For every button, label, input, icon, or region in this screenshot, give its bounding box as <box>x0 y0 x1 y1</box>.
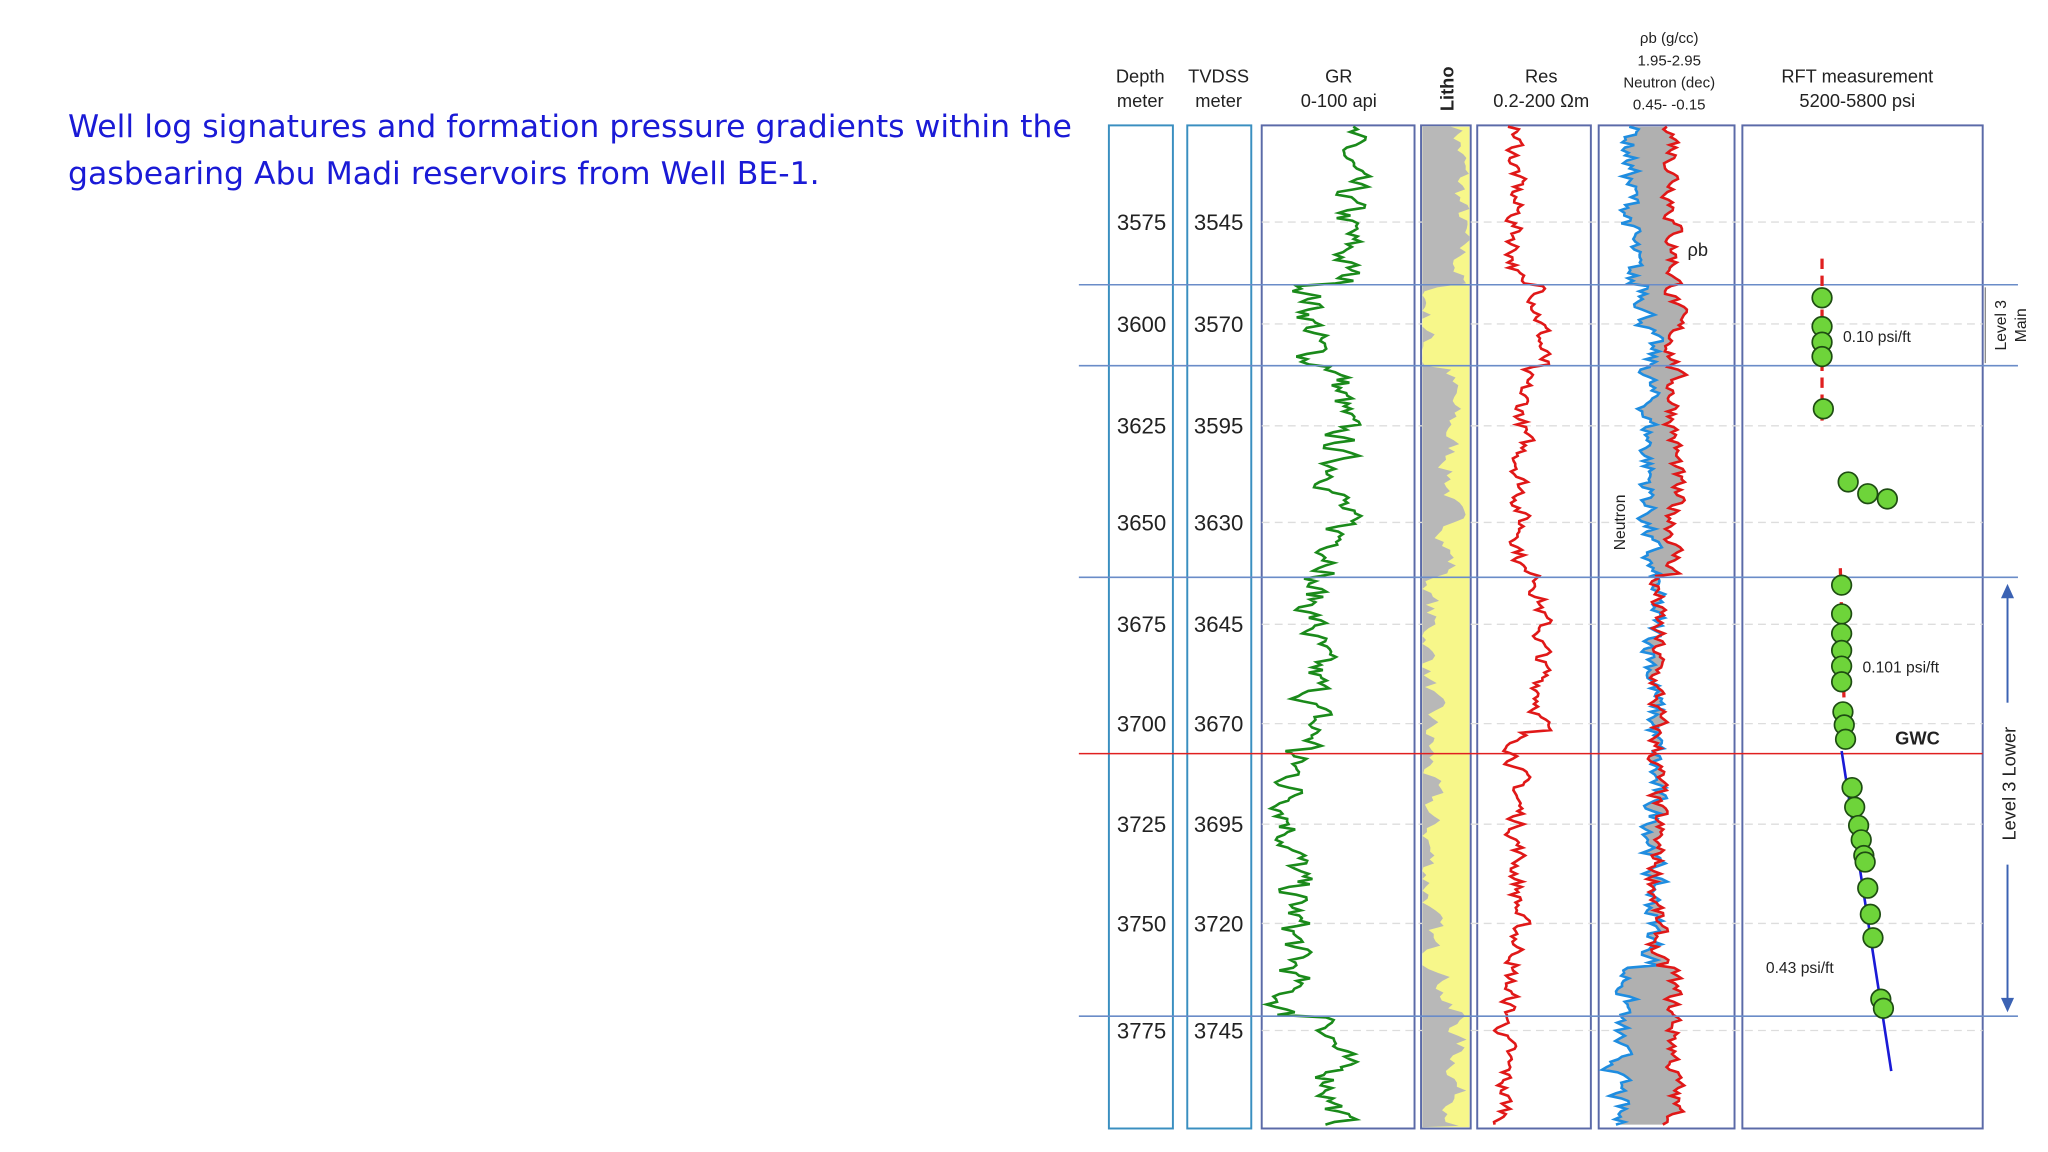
column-header: ρb (g/cc) <box>1640 30 1699 47</box>
column-header: 0-100 api <box>1301 90 1377 111</box>
tvdss-label: 3630 <box>1194 510 1243 535</box>
tvdss-label: 3720 <box>1194 911 1243 936</box>
arrow-head <box>2000 997 2015 1013</box>
column-header: TVDSS <box>1188 65 1249 86</box>
level-label: Level 3 Lower <box>1998 727 2019 841</box>
rft-point <box>1834 728 1857 750</box>
level-label: Main <box>2013 308 2030 342</box>
rft-point <box>1854 851 1876 873</box>
depth-label: 3575 <box>1117 210 1166 235</box>
density-curve <box>1643 125 1690 1126</box>
tvdss-label: 3745 <box>1194 1018 1243 1043</box>
depth-label: 3700 <box>1117 711 1166 736</box>
neutron-curve <box>1598 125 1672 1126</box>
tvdss-label: 3645 <box>1194 612 1243 637</box>
depth-label: 3600 <box>1117 312 1166 337</box>
column-header: Res <box>1525 65 1557 86</box>
gr-track <box>1260 124 1416 1130</box>
rft-point <box>1844 796 1866 818</box>
depth-label: 3625 <box>1117 414 1166 439</box>
rft-point <box>1837 471 1859 493</box>
tvdss-label: 3670 <box>1194 711 1243 736</box>
depth-track <box>1107 124 1174 1130</box>
rft-point <box>1811 287 1833 309</box>
tvdss-label: 3570 <box>1194 312 1243 337</box>
rft-point <box>1872 997 1895 1019</box>
gradient-label: 0.43 psi/ft <box>1766 960 1835 977</box>
column-header: 0.2-200 Ωm <box>1493 90 1589 111</box>
depth-label: 3675 <box>1117 612 1166 637</box>
level-label: Level 3 <box>1993 300 2010 351</box>
tvdss-label: 3545 <box>1194 210 1243 235</box>
rft-point <box>1811 345 1833 368</box>
res-track <box>1476 124 1592 1130</box>
rft-point <box>1876 488 1898 510</box>
rft-point <box>1862 927 1884 949</box>
rft-point <box>1812 398 1834 420</box>
column-header: 0.45- -0.15 <box>1633 97 1706 114</box>
res-curve <box>1492 125 1554 1125</box>
rft-point <box>1830 671 1853 693</box>
neutron-label: Neutron <box>1612 495 1629 551</box>
rft-point <box>1859 903 1882 925</box>
litho-track <box>1420 124 1472 1130</box>
rho-b-label: ρb <box>1688 239 1709 260</box>
column-header: GR <box>1325 65 1352 86</box>
column-header: Litho <box>1437 66 1458 111</box>
gradient-label: 0.101 psi/ft <box>1863 660 1940 677</box>
column-header: meter <box>1117 90 1164 111</box>
caption: Well log signatures and formation pressu… <box>68 109 1072 192</box>
rft-point <box>1830 574 1853 596</box>
column-header: 1.95-2.95 <box>1637 52 1700 69</box>
gr-curve <box>1261 125 1374 1126</box>
rft-track <box>1741 124 1984 1130</box>
density-fill <box>1602 126 1687 1125</box>
depth-label: 3750 <box>1117 911 1166 936</box>
column-header: RFT measurement <box>1781 65 1933 86</box>
depth-label: 3775 <box>1117 1018 1166 1043</box>
rft-point <box>1841 776 1863 799</box>
tvdss-label: 3695 <box>1194 812 1243 837</box>
tvdss-track <box>1186 124 1253 1130</box>
litho-shale <box>1422 126 1470 1128</box>
gradient-label: 0.10 psi/ft <box>1843 329 1912 346</box>
depth-label: 3725 <box>1117 812 1166 837</box>
column-header: Neutron (dec) <box>1623 75 1715 92</box>
column-header: 5200-5800 psi <box>1799 90 1915 111</box>
rft-point <box>1830 603 1853 625</box>
arrow-head <box>2000 583 2015 599</box>
gwc-label: GWC <box>1895 727 1940 748</box>
rft-point <box>1857 877 1879 899</box>
rft-point <box>1857 483 1879 505</box>
density-track <box>1597 124 1736 1130</box>
tvdss-label: 3595 <box>1194 414 1243 439</box>
column-header: meter <box>1195 90 1242 111</box>
depth-label: 3650 <box>1117 510 1166 535</box>
column-header: Depth <box>1116 65 1165 86</box>
